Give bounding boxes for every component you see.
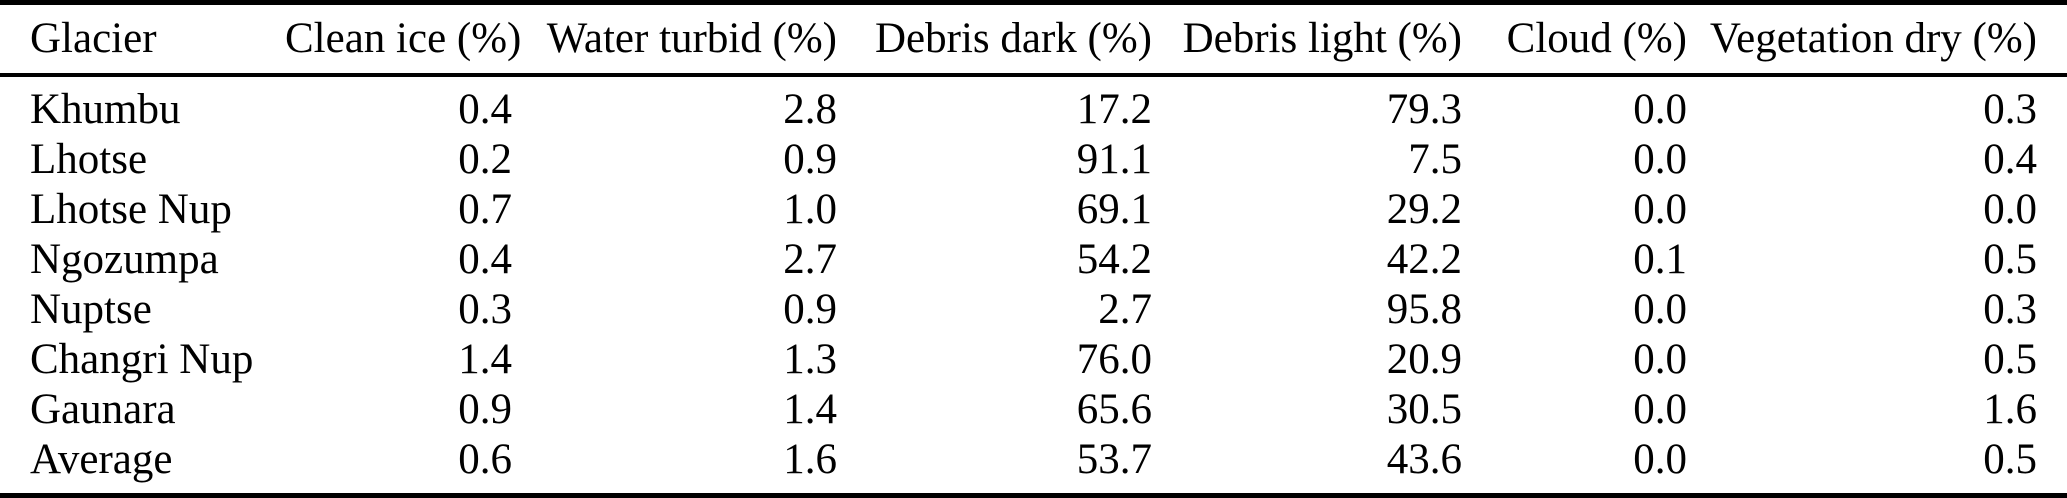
column-header: Clean ice (%) [285,2,521,77]
column-header: Vegetation dry (%) [1695,2,2067,77]
value-cell: 0.4 [458,236,512,283]
glacier-name-cell: Khumbu [30,86,181,133]
value-cell: 0.0 [1633,186,1687,233]
column-header-glacier: Glacier [0,2,285,77]
glacier-name-cell: Lhotse [30,136,148,183]
value-cell: 91.1 [1076,136,1152,183]
value-cell: 54.2 [1076,236,1152,283]
value-cell: 79.3 [1386,86,1462,133]
value-cell: 0.3 [1983,286,2037,333]
value-cell: 20.9 [1386,336,1462,383]
table-row: Ngozumpa 0.4 2.7 54.2 42.2 0.1 0.5 [0,235,2067,285]
value-cell: 1.4 [458,336,512,383]
value-cell: 29.2 [1386,186,1462,233]
table-row: Nuptse 0.3 0.9 2.7 95.8 0.0 0.3 [0,285,2067,335]
value-cell: 30.5 [1386,386,1462,433]
glacier-name-cell: Gaunara [30,386,176,433]
value-cell: 0.1 [1633,236,1687,283]
value-cell: 0.0 [1633,136,1687,183]
value-cell: 0.0 [1633,86,1687,133]
value-cell: 0.9 [783,286,837,333]
glacier-name-cell: Ngozumpa [30,236,219,283]
value-cell: 2.7 [783,236,837,283]
glacier-name-cell: Nuptse [30,286,152,333]
value-cell: 17.2 [1076,86,1152,133]
value-cell: 0.0 [1633,386,1687,433]
value-cell: 0.0 [1983,186,2037,233]
value-cell: 0.0 [1633,336,1687,383]
value-cell: 1.0 [783,186,837,233]
table-row: Lhotse 0.2 0.9 91.1 7.5 0.0 0.4 [0,135,2067,185]
value-cell: 95.8 [1386,286,1462,333]
table-row: Changri Nup 1.4 1.3 76.0 20.9 0.0 0.5 [0,335,2067,385]
value-cell: 76.0 [1076,336,1152,383]
column-header: Debris light (%) [1160,2,1470,77]
table-body: Khumbu 0.4 2.8 17.2 79.3 0.0 0.3 Lhotse 0.2 0.9 91… [0,75,2067,496]
value-cell: 0.3 [1983,86,2037,133]
column-header: Debris dark (%) [845,2,1160,77]
table-row: Khumbu 0.4 2.8 17.2 79.3 0.0 0.3 [0,75,2067,135]
table-row: Lhotse Nup 0.7 1.0 69.1 29.2 0.0 0.0 [0,185,2067,235]
value-cell: 0.6 [458,436,512,483]
glacier-name-cell: Changri Nup [30,336,254,383]
value-cell: 0.7 [458,186,512,233]
value-cell: 0.2 [458,136,512,183]
value-cell: 0.3 [458,286,512,333]
value-cell: 0.4 [458,86,512,133]
glacier-name-cell: Lhotse Nup [30,186,232,233]
value-cell: 0.0 [1633,286,1687,333]
table-header: Glacier Clean ice (%) Water turbid (%) Debr… [0,2,2067,77]
value-cell: 1.6 [1983,386,2037,433]
table-row: Gaunara 0.9 1.4 65.6 30.5 0.0 1.6 [0,385,2067,435]
table-row: Average 0.6 1.6 53.7 43.6 0.0 0.5 [0,435,2067,496]
value-cell: 0.9 [783,136,837,183]
table-header-row: Glacier Clean ice (%) Water turbid (%) Debr… [0,2,2067,77]
value-cell: 1.6 [783,436,837,483]
value-cell: 0.0 [1633,436,1687,483]
value-cell: 1.3 [783,336,837,383]
value-cell: 0.5 [1983,436,2037,483]
value-cell: 0.9 [458,386,512,433]
value-cell: 42.2 [1386,236,1462,283]
value-cell: 2.7 [1098,286,1152,333]
value-cell: 1.4 [783,386,837,433]
glacier-name-cell: Average [30,436,173,483]
value-cell: 0.4 [1983,136,2037,183]
value-cell: 65.6 [1076,386,1152,433]
column-header: Cloud (%) [1470,2,1695,77]
value-cell: 53.7 [1076,436,1152,483]
value-cell: 0.5 [1983,336,2037,383]
value-cell: 43.6 [1386,436,1462,483]
value-cell: 0.5 [1983,236,2037,283]
value-cell: 69.1 [1076,186,1152,233]
value-cell: 2.8 [783,86,837,133]
column-header: Water turbid (%) [520,2,845,77]
value-cell: 7.5 [1408,136,1462,183]
